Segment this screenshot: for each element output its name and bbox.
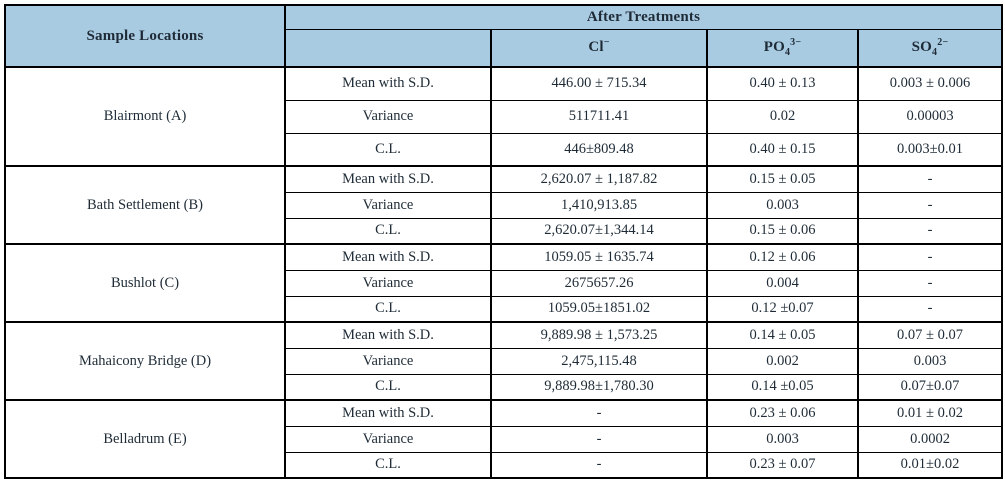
stat-label-cell: Variance: [284, 191, 492, 219]
value-cell-po4: 0.14 ±0.05: [706, 373, 859, 401]
table-row: C.L. 9,889.98±1,780.30 0.14 ±0.05 0.07±0…: [5, 373, 1003, 401]
value-cell-po4: 0.15 ± 0.05: [706, 165, 859, 193]
value-cell-so4: 0.003 ± 0.006: [857, 66, 1003, 101]
value-cell-so4: -: [857, 165, 1003, 193]
stat-label-cell: C.L.: [284, 451, 492, 479]
value-cell-so4: 0.003±0.01: [857, 132, 1003, 167]
value-cell-po4: 0.12 ± 0.06: [706, 243, 859, 271]
value-cell-so4: -: [857, 191, 1003, 219]
after-treatments-header: After Treatments: [284, 4, 1003, 30]
value-cell-cl: 1,410,913.85: [490, 191, 708, 219]
stat-label-cell: Variance: [284, 99, 492, 134]
table-row: C.L. 446±809.48 0.40 ± 0.15 0.003±0.01: [5, 132, 1003, 167]
sample-locations-header: Sample Locations: [4, 4, 286, 68]
value-cell-po4: 0.002: [706, 347, 859, 375]
value-cell-po4: 0.40 ± 0.13: [706, 66, 859, 101]
value-cell-po4: 0.14 ± 0.05: [706, 321, 859, 349]
ion-superscript: 3−: [790, 37, 802, 49]
value-cell-so4: 0.07 ± 0.07: [857, 321, 1003, 349]
table-row: Bath Settlement (B) Mean with S.D. 2,620…: [4, 165, 1003, 245]
treatments-table: Sample Locations After Treatments Cl− PO…: [4, 4, 1003, 479]
table-container: Sample Locations After Treatments Cl− PO…: [4, 4, 1003, 479]
table-row: Belladrum (E) Mean with S.D. - 0.23 ± 0.…: [4, 399, 1003, 479]
value-cell-cl: 2675657.26: [490, 269, 708, 297]
stat-label-cell: Mean with S.D.: [284, 399, 492, 427]
value-cell-cl: 2,475,115.48: [490, 347, 708, 375]
value-cell-cl: 1059.05±1851.02: [490, 295, 708, 323]
value-cell-po4: 0.23 ± 0.07: [706, 451, 859, 479]
table-row: Variance 1,410,913.85 0.003 -: [5, 191, 1003, 219]
value-cell-so4: -: [857, 295, 1003, 323]
table-row: Blairmont (A) Mean with S.D. 446.00 ± 71…: [4, 66, 1003, 167]
value-cell-so4: -: [857, 217, 1003, 245]
stat-column-header-empty: [284, 28, 492, 68]
value-cell-po4: 0.40 ± 0.15: [706, 132, 859, 167]
stat-label-cell: C.L.: [284, 217, 492, 245]
table-row: Mahaicony Bridge (D) Mean with S.D. 9,88…: [4, 321, 1003, 401]
value-cell-cl: 9,889.98 ± 1,573.25: [490, 321, 708, 349]
value-cell-so4: 0.00003: [857, 99, 1003, 134]
table-row: Bushlot (C) Mean with S.D. 1059.05 ± 163…: [4, 243, 1003, 323]
value-cell-po4: 0.15 ± 0.06: [706, 217, 859, 245]
ion-subscript: 4: [784, 47, 791, 59]
ion-symbol: PO: [763, 39, 785, 56]
stat-label-cell: Variance: [284, 425, 492, 453]
value-cell-cl: 9,889.98±1,780.30: [490, 373, 708, 401]
value-cell-cl: 446±809.48: [490, 132, 708, 167]
stat-label-cell: Variance: [284, 269, 492, 297]
stat-label-cell: Mean with S.D.: [284, 66, 492, 101]
value-cell-cl: 446.00 ± 715.34: [490, 66, 708, 101]
header-row-span: Sample Locations After Treatments: [4, 4, 1003, 68]
value-cell-cl: 2,620.07 ± 1,187.82: [490, 165, 708, 193]
location-cell-blairmont: Blairmont (A): [4, 66, 286, 167]
location-cell-bath-settlement: Bath Settlement (B): [4, 165, 286, 245]
ion-symbol: Cl: [588, 39, 604, 56]
ion-superscript: 2−: [937, 37, 949, 49]
value-cell-po4: 0.003: [706, 425, 859, 453]
sulfate-column-header: SO42−: [857, 28, 1003, 68]
value-cell-po4: 0.12 ±0.07: [706, 295, 859, 323]
value-cell-cl: -: [490, 451, 708, 479]
stat-label-cell: C.L.: [284, 132, 492, 167]
value-cell-so4: 0.01 ± 0.02: [857, 399, 1003, 427]
value-cell-so4: -: [857, 269, 1003, 297]
value-cell-cl: 511711.41: [490, 99, 708, 134]
location-cell-bushlot: Bushlot (C): [4, 243, 286, 323]
stat-label-cell: Mean with S.D.: [284, 243, 492, 271]
table-row: C.L. - 0.23 ± 0.07 0.01±0.02: [5, 451, 1003, 479]
value-cell-cl: -: [490, 399, 708, 427]
value-cell-cl: 2,620.07±1,344.14: [490, 217, 708, 245]
location-cell-mahaicony-bridge: Mahaicony Bridge (D): [4, 321, 286, 401]
stat-label-cell: C.L.: [284, 295, 492, 323]
value-cell-po4: 0.02: [706, 99, 859, 134]
value-cell-so4: -: [857, 243, 1003, 271]
value-cell-po4: 0.004: [706, 269, 859, 297]
ion-superscript: −: [603, 37, 610, 49]
stat-label-cell: Mean with S.D.: [284, 321, 492, 349]
value-cell-so4: 0.07±0.07: [857, 373, 1003, 401]
ion-subscript: 4: [932, 47, 938, 59]
ion-symbol: SO: [911, 39, 933, 56]
stat-label-cell: Mean with S.D.: [284, 165, 492, 193]
value-cell-so4: 0.0002: [857, 425, 1003, 453]
value-cell-so4: 0.01±0.02: [857, 451, 1003, 479]
value-cell-cl: -: [490, 425, 708, 453]
location-cell-belladrum: Belladrum (E): [4, 399, 286, 479]
value-cell-po4: 0.003: [706, 191, 859, 219]
chloride-column-header: Cl−: [490, 28, 708, 68]
table-row: Variance 511711.41 0.02 0.00003: [5, 99, 1003, 134]
stat-label-cell: Variance: [284, 347, 492, 375]
value-cell-cl: 1059.05 ± 1635.74: [490, 243, 708, 271]
stat-label-cell: C.L.: [284, 373, 492, 401]
value-cell-so4: 0.003: [857, 347, 1003, 375]
phosphate-column-header: PO43−: [706, 28, 859, 68]
value-cell-po4: 0.23 ± 0.06: [706, 399, 859, 427]
